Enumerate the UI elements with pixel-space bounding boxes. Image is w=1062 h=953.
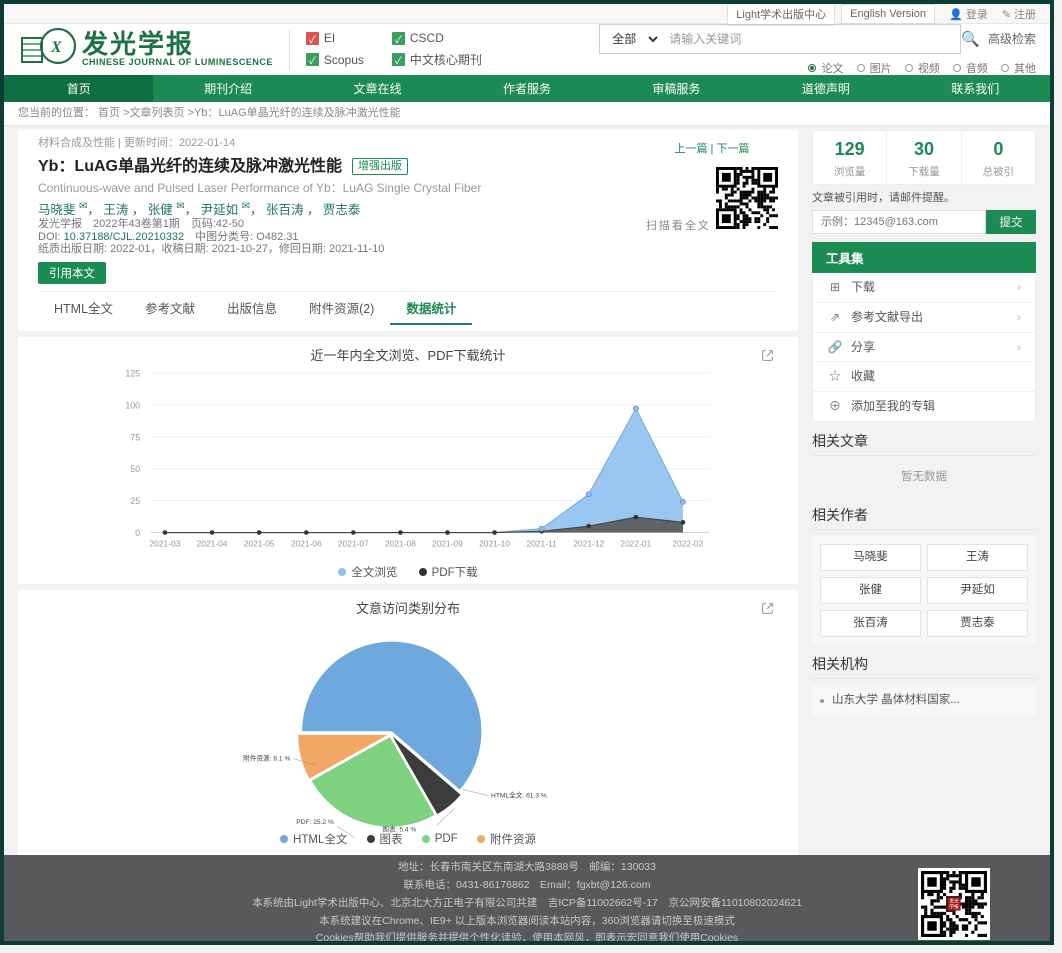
svg-text:附件资源: 8.1 %: 附件资源: 8.1 %: [243, 753, 290, 762]
svg-text:2021-04: 2021-04: [197, 538, 228, 548]
svg-text:2022-02: 2022-02: [672, 538, 703, 548]
svg-text:50: 50: [130, 464, 140, 474]
svg-text:学报: 学报: [949, 903, 959, 910]
svg-text:2021-06: 2021-06: [291, 538, 322, 548]
svg-text:2021-07: 2021-07: [338, 538, 369, 548]
svg-text:HTML全文: 61.3 %: HTML全文: 61.3 %: [491, 790, 547, 799]
svg-text:X: X: [50, 39, 62, 56]
svg-text:2021-12: 2021-12: [573, 538, 604, 548]
svg-text:2021-09: 2021-09: [432, 538, 463, 548]
svg-text:2021-08: 2021-08: [385, 538, 416, 548]
svg-text:25: 25: [130, 496, 140, 506]
svg-text:0: 0: [135, 528, 140, 538]
svg-text:2021-10: 2021-10: [479, 538, 510, 548]
svg-text:2021-05: 2021-05: [244, 538, 275, 548]
svg-text:PDF: 25.2 %: PDF: 25.2 %: [296, 819, 334, 826]
svg-text:2022-01: 2022-01: [620, 538, 651, 548]
svg-text:75: 75: [130, 432, 140, 442]
svg-text:2021-11: 2021-11: [527, 538, 558, 548]
svg-text:125: 125: [125, 368, 140, 378]
svg-text:2021-03: 2021-03: [150, 538, 181, 548]
svg-text:100: 100: [125, 400, 140, 410]
